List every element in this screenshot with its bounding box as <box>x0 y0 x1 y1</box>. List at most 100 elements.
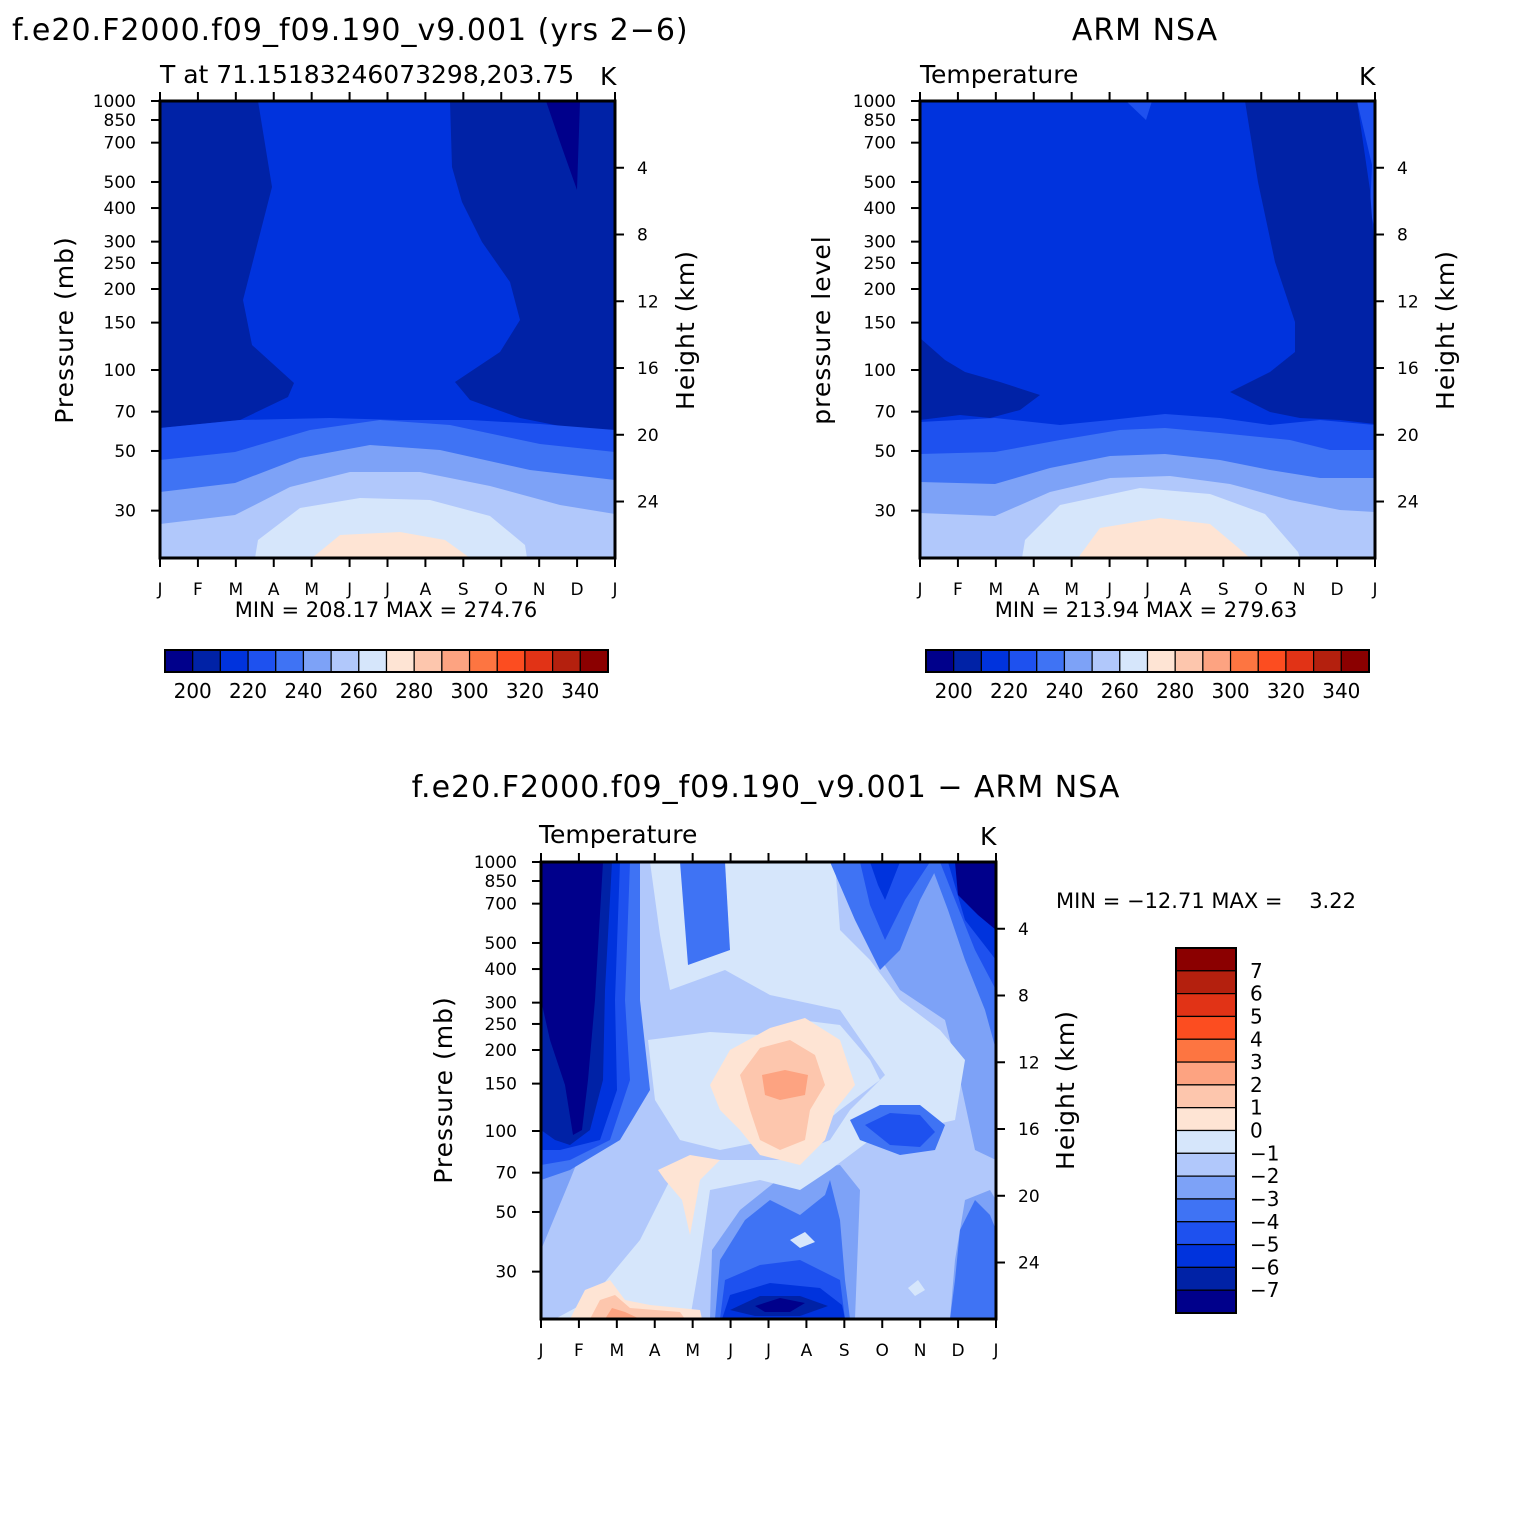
diff-fill-m7-west <box>541 862 603 1135</box>
model-contour-field <box>160 101 615 558</box>
y2-tick-label: 4 <box>1018 920 1029 940</box>
colorbar-swatch <box>980 649 1010 673</box>
colorbar-label: 320 <box>1267 679 1305 703</box>
y-tick-label: 30 <box>874 502 896 522</box>
colorbar-swatch <box>1175 1129 1237 1154</box>
obs-fill-m6-west <box>920 338 1040 420</box>
model-fill-p0 <box>312 532 470 558</box>
x-tick-label: J <box>384 580 390 600</box>
x-tick-label: N <box>533 580 546 600</box>
y2-tick-label: 16 <box>637 359 659 379</box>
y-tick-label: 250 <box>104 254 136 274</box>
obs-colorbar: 200 220 240 260 280 300 320 340 <box>925 649 1370 703</box>
y2-tick-label: 8 <box>637 226 648 246</box>
colorbar-swatch <box>302 649 332 673</box>
colorbar-swatch <box>1175 1221 1237 1246</box>
y-tick-label: 70 <box>114 403 136 423</box>
diff-fill-m0-speck <box>790 1232 815 1248</box>
model-title: f.e20.F2000.f09_f09.190_v9.001 (yrs 2−6) <box>12 13 689 48</box>
colorbar-label: 340 <box>561 679 599 703</box>
y-tick-label: 70 <box>874 403 896 423</box>
x-tick-label: A <box>1028 580 1040 600</box>
y-tick-label: 30 <box>114 502 136 522</box>
y2-tick-label: 20 <box>637 426 659 446</box>
x-tick-label: J <box>1371 580 1377 600</box>
x-tick-label: M <box>304 580 319 600</box>
colorbar-swatch <box>1175 1107 1237 1132</box>
y-tick-label: 1000 <box>93 92 136 112</box>
colorbar-label: −6 <box>1250 1255 1279 1279</box>
y-tick-label: 100 <box>864 361 896 381</box>
y-tick-label: 500 <box>485 934 517 954</box>
y2-tick-label: 24 <box>1397 493 1419 513</box>
colorbar-frame <box>1175 947 1237 1314</box>
colorbar-swatch <box>1175 1084 1237 1109</box>
colorbar-swatch <box>330 649 360 673</box>
colorbar-swatch <box>1119 649 1149 673</box>
y-tick-label: 700 <box>864 134 896 154</box>
y2-tick-label: 24 <box>1018 1254 1040 1274</box>
colorbar-swatch <box>1175 1015 1237 1040</box>
x-tick-label: D <box>952 1341 965 1361</box>
y-tick-label: 700 <box>104 134 136 154</box>
colorbar-swatch <box>219 649 249 673</box>
colorbar-swatch <box>1175 1061 1237 1086</box>
colorbar-label: 280 <box>1156 679 1194 703</box>
obs-units: K <box>1359 62 1376 91</box>
panel-obs: ARM NSA Temperature K J F M A M J J A S O N D J 30 50 7… <box>807 13 1460 703</box>
colorbar-swatch <box>1175 1198 1237 1223</box>
colorbar-swatch <box>1174 649 1204 673</box>
obs-fill-m6 <box>1230 101 1375 424</box>
y2-tick-label: 20 <box>1018 1187 1040 1207</box>
x-tick-label: D <box>1331 580 1344 600</box>
y-tick-label: 150 <box>485 1075 517 1095</box>
y2-tick-label: 24 <box>637 493 659 513</box>
colorbar-label: −3 <box>1250 1187 1279 1211</box>
colorbar-swatch <box>192 649 221 673</box>
x-tick-label: O <box>876 1341 889 1361</box>
y-tick-label: 50 <box>874 442 896 462</box>
y-tick-label: 100 <box>104 361 136 381</box>
x-tick-label: M <box>685 1341 700 1361</box>
x-tick-label: J <box>916 580 922 600</box>
colorbar-label: 260 <box>340 679 378 703</box>
x-tick-label: A <box>420 580 432 600</box>
model-stats: MIN = 208.17 MAX = 274.76 <box>235 598 537 622</box>
colorbar-swatch <box>413 649 443 673</box>
colorbar-swatch <box>1008 649 1038 673</box>
colorbar-swatch <box>1175 1152 1237 1177</box>
x-tick-label: J <box>765 1341 771 1361</box>
colorbar-swatch <box>524 649 554 673</box>
x-tick-label: J <box>727 1341 733 1361</box>
colorbar-label: 260 <box>1101 679 1139 703</box>
colorbar-label: 240 <box>284 679 322 703</box>
x-tick-label: A <box>649 1341 661 1361</box>
y-tick-label: 700 <box>485 895 517 915</box>
model-fill-m0 <box>255 498 527 558</box>
x-tick-label: M <box>988 580 1003 600</box>
y2-tick-label: 16 <box>1397 359 1419 379</box>
y-tick-label: 50 <box>495 1203 517 1223</box>
colorbar-label: 220 <box>990 679 1028 703</box>
colorbar-swatch <box>247 649 277 673</box>
colorbar-label: 0 <box>1250 1119 1263 1143</box>
y-tick-label: 400 <box>104 199 136 219</box>
colorbar-swatch <box>1175 970 1237 995</box>
diff-fill-p2-upper <box>762 1070 808 1100</box>
colorbar-swatch <box>552 649 581 673</box>
y-tick-label: 1000 <box>853 92 896 112</box>
colorbar-swatch <box>1340 649 1370 673</box>
diff-title: f.e20.F2000.f09_f09.190_v9.001 − ARM NSA <box>412 770 1121 805</box>
model-fill-m6-east <box>450 101 615 430</box>
x-tick-label: A <box>801 1341 813 1361</box>
model-ylabel: Pressure (mb) <box>50 236 79 423</box>
x-tick-label: A <box>268 580 280 600</box>
colorbar-swatch <box>1175 993 1237 1018</box>
obs-title: ARM NSA <box>1072 13 1218 48</box>
y-tick-label: 150 <box>864 314 896 334</box>
y-tick-label: 250 <box>864 254 896 274</box>
y-tick-label: 500 <box>864 173 896 193</box>
diff-fill-m3-upper <box>680 862 730 965</box>
obs-subtitle: Temperature <box>919 60 1078 89</box>
